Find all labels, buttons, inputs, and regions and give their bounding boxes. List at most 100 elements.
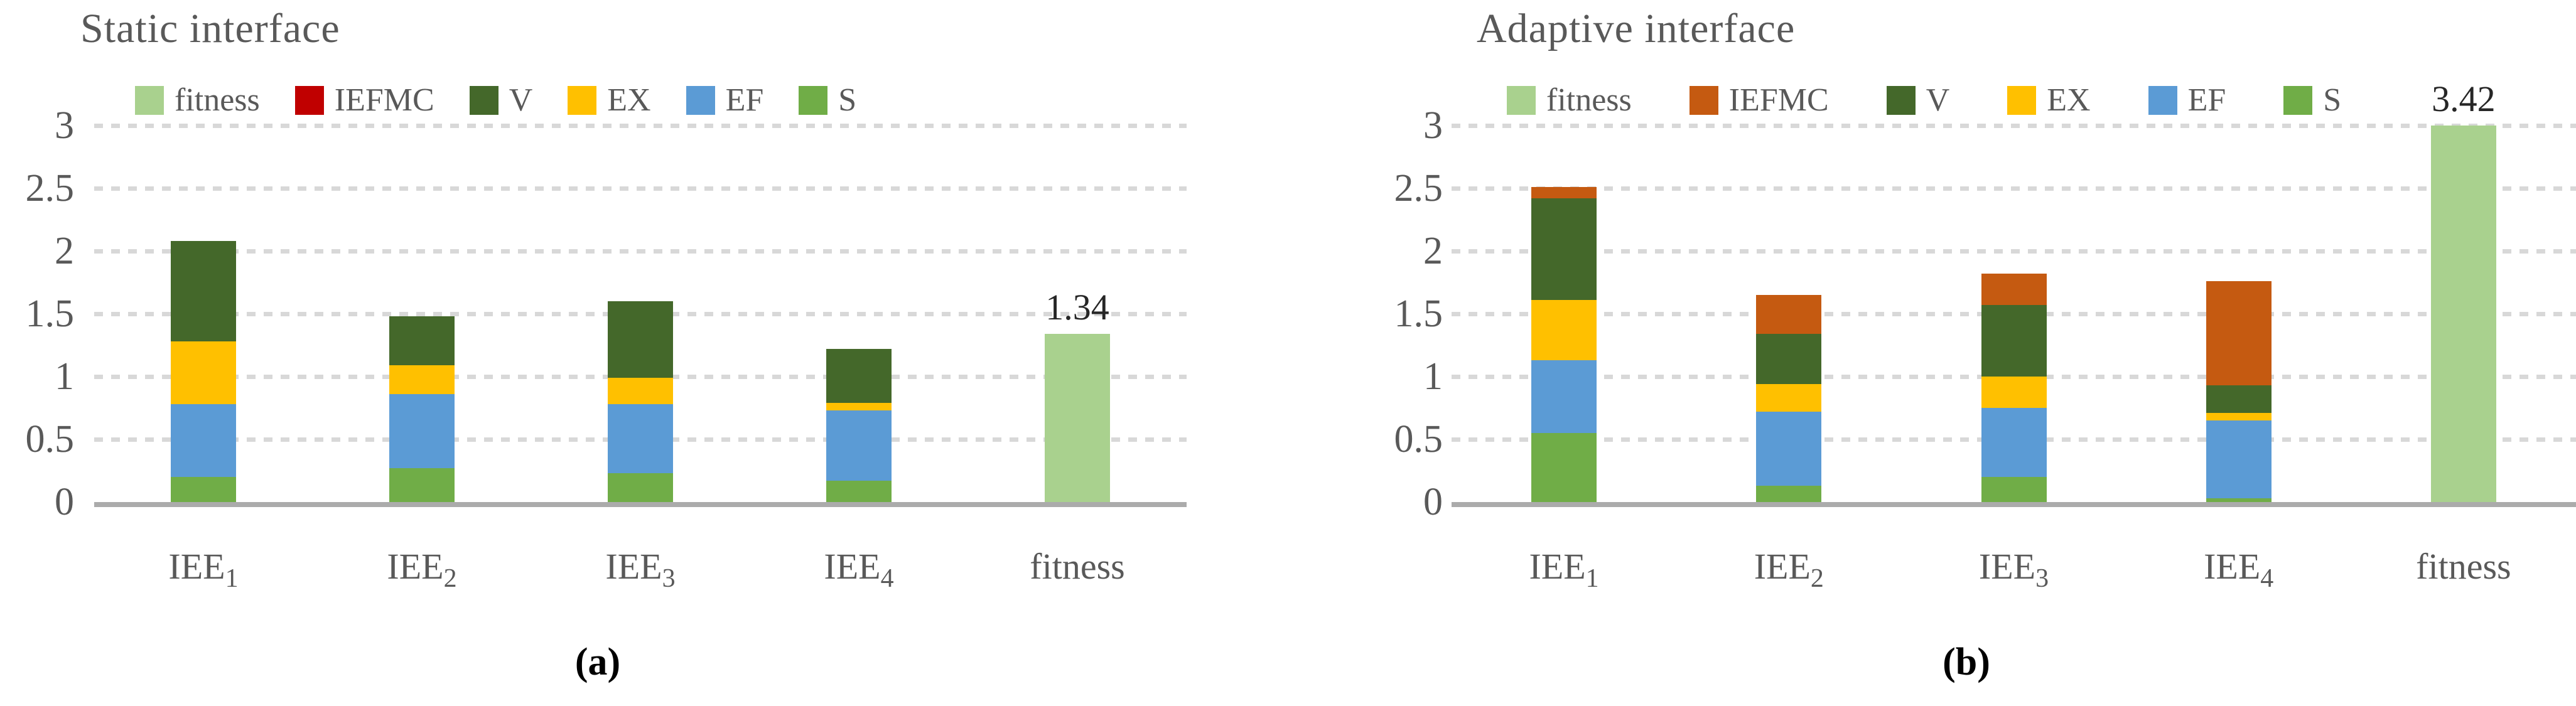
legend-item-IEFMC: IEFMC bbox=[1689, 84, 1829, 117]
y-tick-label: 0 bbox=[55, 481, 74, 523]
legend-swatch-icon bbox=[2283, 86, 2313, 115]
y-tick-label: 1 bbox=[55, 355, 74, 398]
bar-segment-IEE1-EX bbox=[1531, 300, 1597, 360]
bar-segment-IEE4-S bbox=[826, 481, 892, 502]
bar-segment-IEE2-S bbox=[1756, 486, 1821, 502]
gridline bbox=[1452, 124, 2576, 128]
y-tick-label: 0.5 bbox=[1394, 418, 1443, 461]
gridline bbox=[1452, 249, 2576, 254]
bar-segment-IEE2-IEFMC bbox=[1756, 295, 1821, 334]
x-axis-label-IEE3: IEE3 bbox=[1978, 546, 2049, 594]
x-axis-label-IEE2: IEE2 bbox=[387, 546, 457, 594]
y-tick-label: 0 bbox=[1423, 481, 1443, 523]
bar-segment-IEE3-S bbox=[1981, 477, 2047, 502]
bar-segment-IEE1-S bbox=[171, 477, 236, 502]
x-axis-label-text: IEE bbox=[2204, 546, 2261, 587]
legend: fitness IEFMC V EX EF S bbox=[135, 84, 856, 117]
bar-segment-IEE3-V bbox=[608, 301, 673, 378]
bar-segment-IEE2-S bbox=[389, 468, 455, 502]
legend-item-fitness: fitness bbox=[135, 84, 260, 117]
legend-label: S bbox=[2323, 82, 2342, 118]
bar-segment-IEE2-EF bbox=[1756, 412, 1821, 486]
bar-segment-IEE4-EX bbox=[2206, 413, 2272, 420]
bar-segment-IEE3-S bbox=[608, 473, 673, 502]
plot-area: 3 2.5 2 1.5 1 0.5 0 IEE1 IEE2 IEE3 IEE4 fitness 3.42 bbox=[1288, 0, 2576, 706]
bar-segment-IEE4-IEFMC bbox=[2206, 281, 2272, 385]
x-axis-line bbox=[1452, 502, 2576, 507]
legend-item-IEFMC: IEFMC bbox=[294, 82, 434, 118]
legend-label: fitness bbox=[175, 82, 260, 118]
x-axis-label-text: IEE bbox=[1754, 546, 1811, 587]
legend-item-V: V bbox=[469, 84, 532, 117]
legend-swatch-icon bbox=[294, 86, 324, 115]
x-axis-label-IEE1: IEE1 bbox=[1529, 547, 1599, 594]
y-tick-label: 3 bbox=[55, 104, 74, 147]
bar-segment-IEE3-V bbox=[1981, 305, 2047, 377]
bar-segment-IEE2-EX bbox=[389, 365, 455, 394]
chart-panel-adaptive: Adaptive interface fitness IEFMC V EX EF S 3 2… bbox=[1288, 0, 2576, 706]
plot-area: 3 2.5 2 1.5 1 0.5 0 IEE1 IEE2 IEE3 IEE4 fitness 1.34 bbox=[25, 104, 1187, 594]
x-axis-label-text: fitness bbox=[1030, 546, 1125, 587]
x-axis-label-fitness: fitness bbox=[1030, 547, 1124, 586]
bar-segment-IEE1-V bbox=[1531, 198, 1597, 300]
chart-panel-static: Static interface fitness IEFMC V EX EF S 3 2.5… bbox=[25, 6, 1187, 683]
legend-label: IEFMC bbox=[1728, 82, 1829, 118]
y-tick-label: 2.5 bbox=[1394, 167, 1443, 210]
gridline bbox=[94, 124, 1187, 128]
bar-segment-IEE1-EX bbox=[171, 341, 236, 404]
x-axis-label-subscript: 2 bbox=[1810, 564, 1824, 593]
legend-item-V: V bbox=[1886, 84, 1949, 117]
bar-segment-IEE3-EX bbox=[1981, 377, 2047, 408]
y-tick-label: 1 bbox=[1423, 355, 1443, 398]
bar-segment-IEE3-IEFMC bbox=[1981, 274, 2047, 305]
x-axis-label-subscript: 2 bbox=[443, 564, 457, 593]
legend-swatch-icon bbox=[469, 86, 498, 115]
x-axis-label-IEE1: IEE1 bbox=[168, 546, 239, 594]
x-axis-label-text: IEE bbox=[387, 546, 444, 587]
legend-swatch-icon bbox=[1689, 86, 1718, 115]
legend-swatch-icon bbox=[2007, 86, 2037, 115]
bar-segment-IEE1-EF bbox=[1531, 360, 1597, 433]
bar-segment-IEE2-EX bbox=[1756, 384, 1821, 412]
x-axis-label-subscript: 1 bbox=[225, 564, 239, 593]
x-axis-label-text: IEE bbox=[824, 546, 881, 587]
legend-swatch-icon bbox=[799, 86, 828, 115]
y-tick-label: 1.5 bbox=[1394, 292, 1443, 335]
y-tick-label: 3 bbox=[1423, 104, 1443, 147]
bar-segment-IEE2-EF bbox=[389, 394, 455, 468]
bar-segment-IEE4-EF bbox=[826, 410, 892, 481]
panel-caption: (b) bbox=[1943, 641, 1990, 683]
x-axis-label-text: fitness bbox=[2416, 546, 2511, 587]
x-axis-label-text: IEE bbox=[168, 546, 225, 587]
legend-item-EF: EF bbox=[686, 84, 763, 117]
legend-label: IEFMC bbox=[334, 82, 434, 118]
x-axis-label-subscript: 3 bbox=[2035, 564, 2049, 593]
legend-label: EX bbox=[607, 82, 651, 118]
bar-segment-IEE1-S bbox=[1531, 433, 1597, 502]
legend-swatch-icon bbox=[135, 86, 164, 115]
legend-item-fitness: fitness bbox=[1507, 84, 1632, 117]
legend-item-EX: EX bbox=[2007, 82, 2091, 118]
bar-segment-IEE3-EX bbox=[608, 378, 673, 404]
legend: fitness IEFMC V EX EF S bbox=[1507, 84, 2341, 117]
x-axis-label-subscript: 4 bbox=[2260, 564, 2274, 593]
bar-segment-IEE1-V bbox=[171, 241, 236, 341]
x-axis-label-subscript: 4 bbox=[880, 564, 894, 593]
chart-title: Static interface bbox=[80, 6, 340, 51]
y-tick-label: 2.5 bbox=[25, 167, 75, 210]
gridline bbox=[1452, 186, 2576, 191]
x-axis-label-fitness: fitness bbox=[2416, 547, 2511, 586]
legend-label: EX bbox=[2047, 82, 2091, 118]
y-tick-label: 2 bbox=[1423, 230, 1443, 272]
x-axis-label-IEE4: IEE4 bbox=[824, 546, 894, 594]
y-tick-label: 1.5 bbox=[25, 292, 75, 335]
x-axis-label-text: IEE bbox=[605, 546, 662, 587]
legend-swatch-icon bbox=[568, 86, 597, 115]
y-tick-label: 0.5 bbox=[25, 418, 75, 461]
legend-swatch-icon bbox=[1507, 86, 1536, 115]
bar-segment-fitness-fitness bbox=[1045, 334, 1110, 502]
x-axis-label-subscript: 3 bbox=[662, 564, 676, 593]
y-tick-label: 2 bbox=[55, 230, 74, 272]
x-axis-label-text: IEE bbox=[1978, 546, 2036, 587]
gridline bbox=[94, 249, 1187, 254]
